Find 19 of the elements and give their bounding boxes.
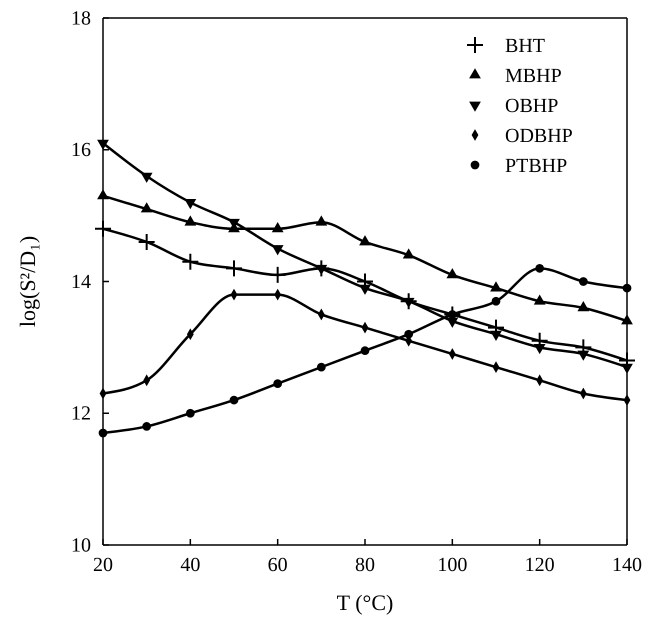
- y-axis-title: log(S²/D₁): [15, 236, 40, 328]
- x-tick-label: 40: [180, 554, 200, 576]
- legend-label: PTBHP: [505, 155, 568, 177]
- x-tick-label: 120: [524, 554, 555, 576]
- y-tick-label: 18: [71, 7, 91, 30]
- y-tick-label: 16: [71, 139, 91, 162]
- y-tick-label: 10: [71, 534, 91, 556]
- legend-label: MBHP: [505, 65, 562, 87]
- x-axis-title: T (°C): [336, 590, 394, 615]
- x-tick-label: 100: [437, 554, 468, 576]
- x-tick-label: 140: [612, 554, 642, 576]
- legend-label: OBHP: [505, 95, 558, 117]
- y-tick-label: 12: [71, 402, 91, 425]
- legend-label: ODBHP: [505, 125, 573, 147]
- x-tick-label: 80: [355, 554, 375, 576]
- legend-label: BHT: [505, 35, 545, 57]
- x-tick-label: 20: [93, 554, 113, 576]
- x-tick-label: 60: [268, 554, 288, 576]
- y-tick-label: 14: [71, 270, 91, 293]
